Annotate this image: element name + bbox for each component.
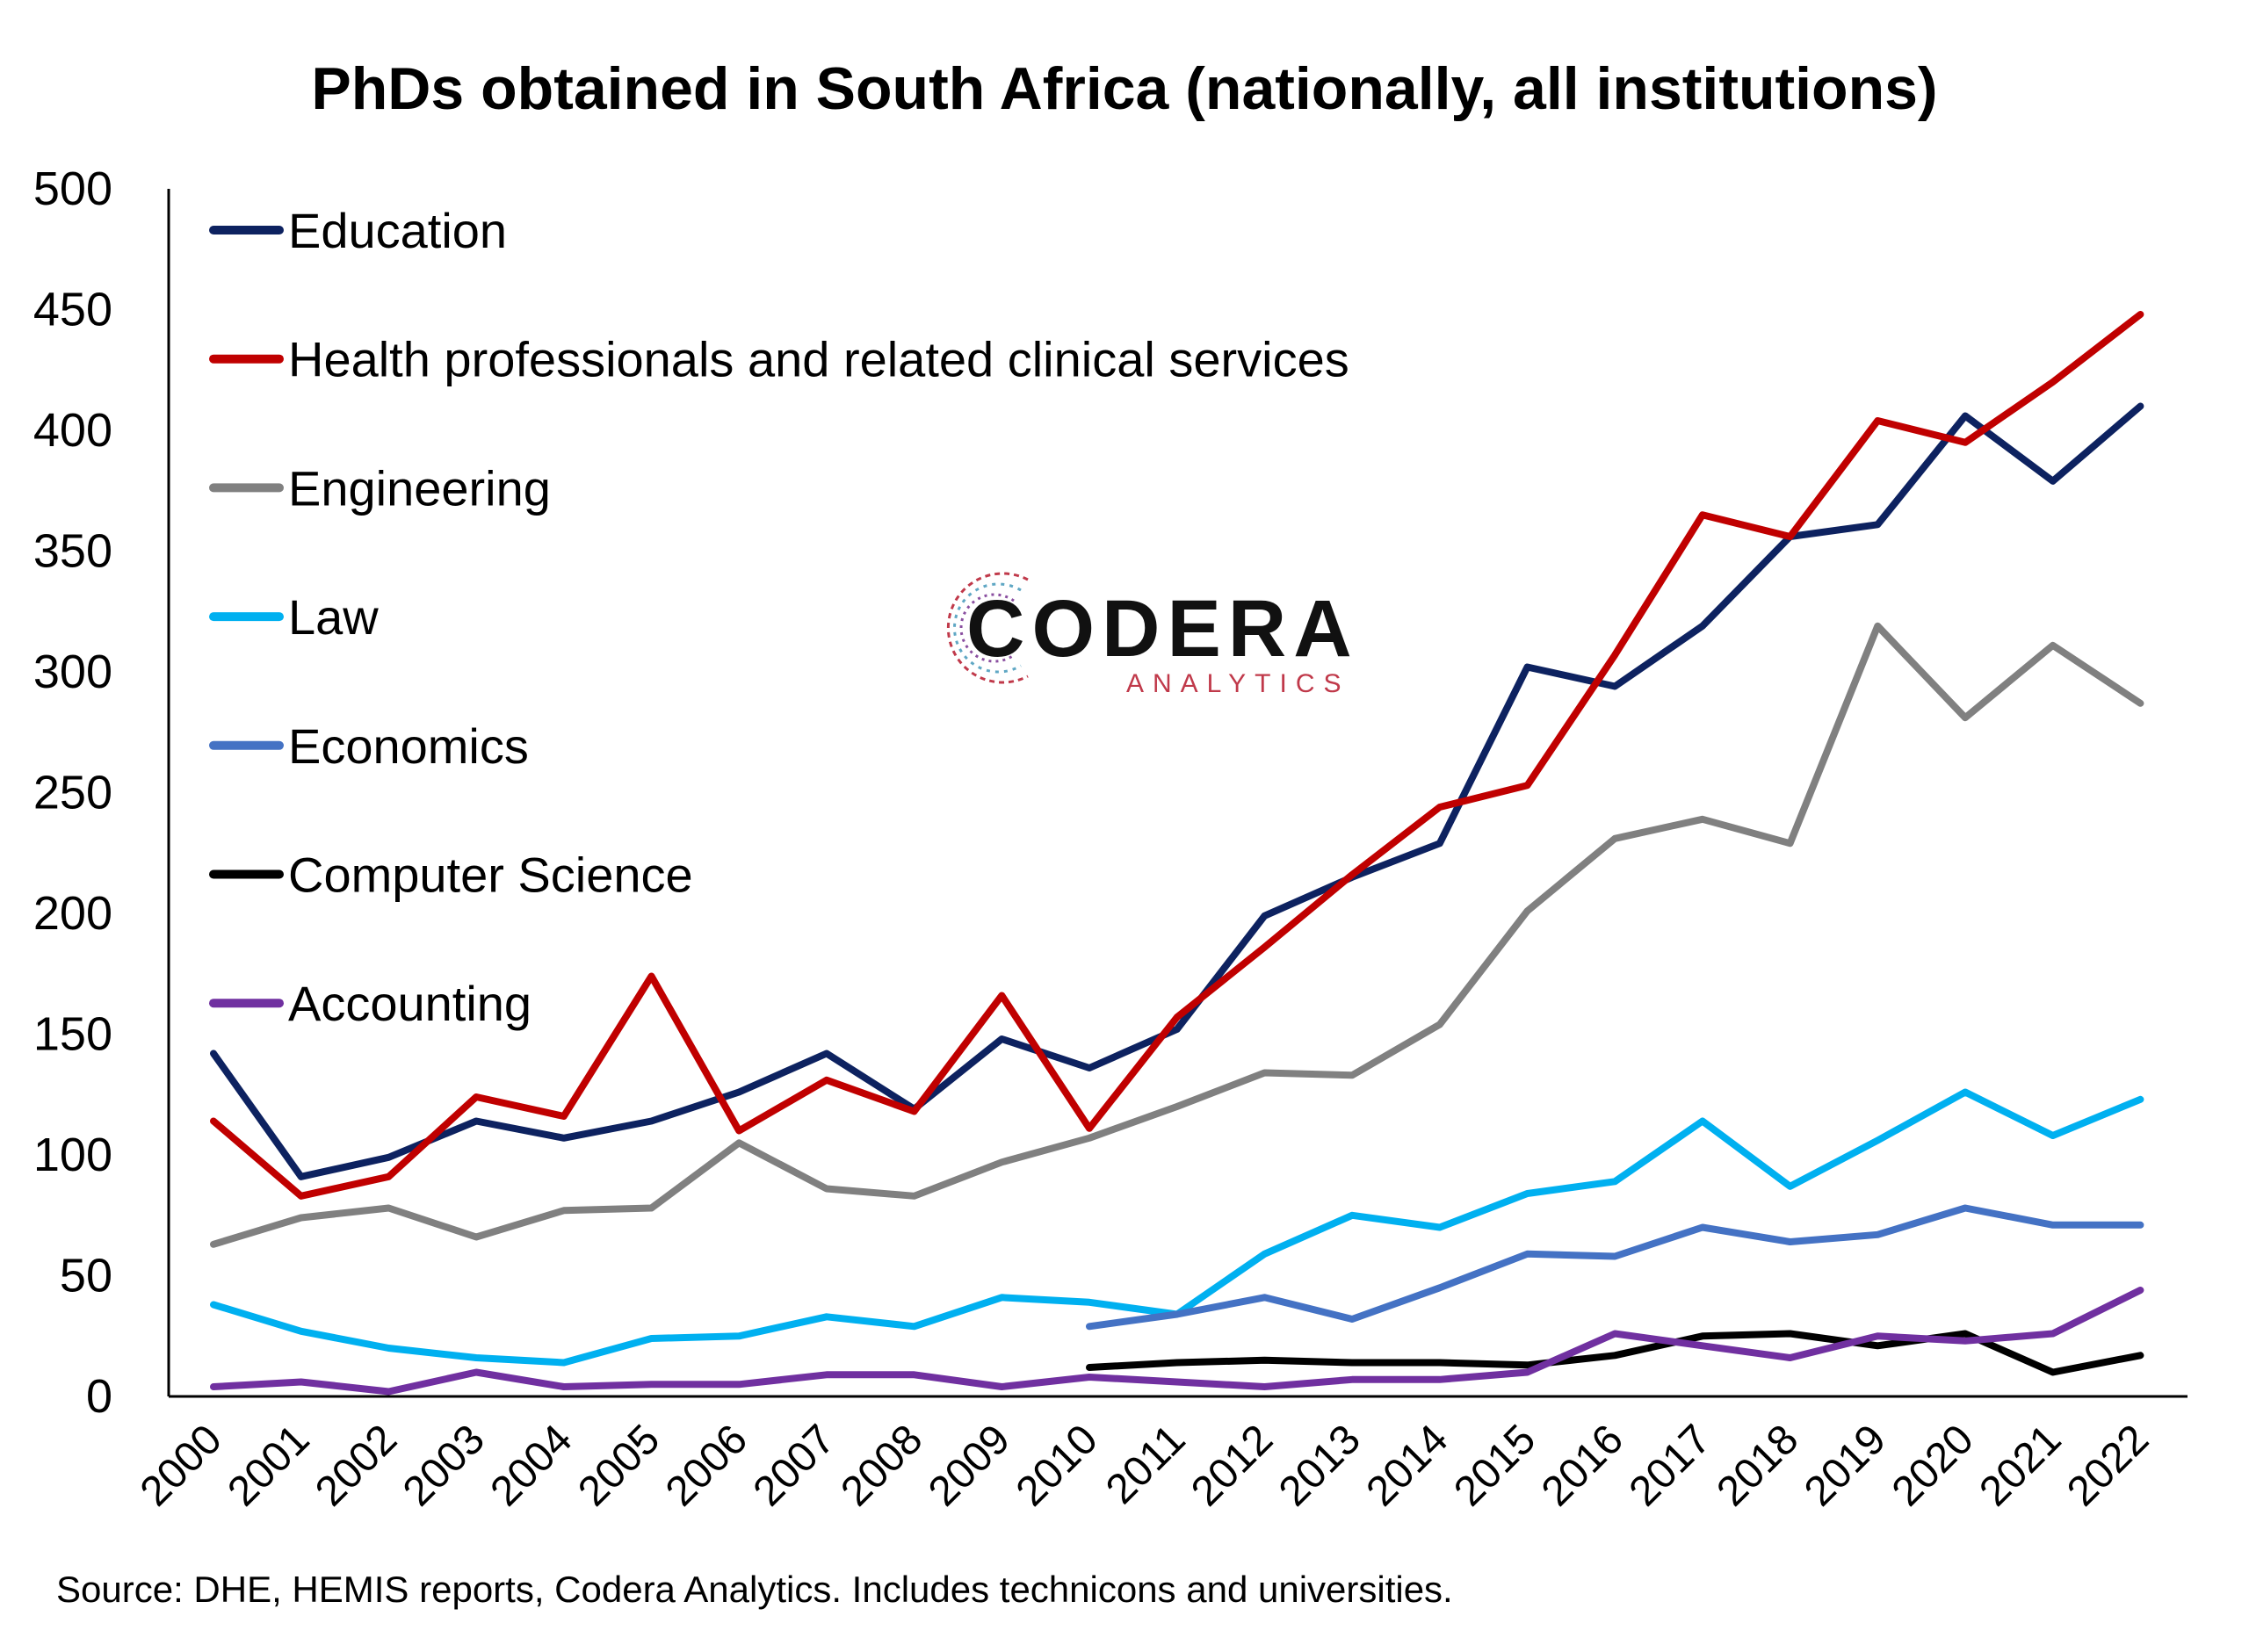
y-tick-label: 500	[33, 162, 112, 215]
legend-label-engineering: Engineering	[288, 460, 551, 516]
x-tick-label: 2011	[1097, 1416, 1194, 1512]
y-tick-label: 200	[33, 887, 112, 940]
legend-label-law: Law	[288, 589, 379, 645]
y-tick-label: 350	[33, 525, 112, 578]
x-tick-label: 2002	[307, 1416, 406, 1515]
x-tick-label: 2000	[132, 1416, 231, 1515]
series-line-education	[210, 402, 2144, 1180]
x-tick-label: 2005	[569, 1416, 669, 1515]
x-tick-label: 2009	[920, 1416, 1019, 1515]
source-note: Source: DHE, HEMIS reports, Codera Analy…	[56, 1569, 1453, 1610]
y-tick-label: 150	[33, 1008, 112, 1061]
axes	[167, 189, 2188, 1398]
series-line-engineering	[210, 622, 2144, 1248]
x-axis-ticks: 2000200120022003200420052006200720082009…	[132, 1416, 2158, 1515]
series-lines	[210, 311, 2144, 1396]
y-tick-label: 400	[33, 404, 112, 457]
x-tick-label: 2008	[832, 1416, 931, 1515]
y-tick-label: 450	[33, 284, 112, 336]
series-line-economics	[1086, 1204, 2144, 1331]
x-tick-label: 2016	[1533, 1416, 1632, 1515]
y-tick-label: 250	[33, 767, 112, 819]
x-tick-label: 2017	[1621, 1416, 1720, 1515]
y-tick-label: 0	[86, 1370, 112, 1423]
legend-label-economics: Economics	[288, 718, 529, 774]
x-tick-label: 2010	[1008, 1416, 1107, 1515]
x-tick-label: 2021	[1971, 1416, 2070, 1515]
legend-label-computer-science: Computer Science	[288, 848, 693, 903]
logo-wordmark: CODERA	[966, 584, 1359, 674]
y-tick-label: 50	[60, 1250, 112, 1302]
y-tick-label: 100	[33, 1129, 112, 1181]
x-tick-label: 2004	[482, 1416, 582, 1515]
legend-label-education: Education	[288, 203, 507, 258]
codera-logo: CODERA ANALYTICS	[931, 562, 1353, 698]
y-axis-ticks: 0 50 100 150 200 250 300 350 400 450 500	[33, 162, 112, 1423]
x-tick-label: 2022	[2058, 1416, 2158, 1515]
x-tick-label: 2018	[1708, 1416, 1807, 1515]
logo-subtitle: ANALYTICS	[1126, 669, 1350, 698]
y-tick-label: 300	[33, 646, 112, 698]
logo-ring-icon	[946, 572, 1029, 684]
series-line-accounting	[210, 1287, 2144, 1396]
x-tick-label: 2003	[394, 1416, 494, 1515]
legend-label-accounting: Accounting	[288, 976, 532, 1031]
legend-label-health-professionals-and-related-clinical-services: Health professionals and related clinica…	[288, 332, 1349, 387]
x-tick-label: 2014	[1358, 1416, 1457, 1515]
x-tick-label: 2012	[1182, 1416, 1282, 1515]
x-tick-label: 2019	[1796, 1416, 1895, 1515]
x-tick-label: 2013	[1270, 1416, 1370, 1515]
x-tick-label: 2001	[219, 1416, 318, 1515]
x-tick-label: 2015	[1445, 1416, 1544, 1515]
x-tick-label: 2020	[1884, 1416, 1983, 1515]
x-tick-label: 2006	[657, 1416, 756, 1515]
x-tick-label: 2007	[745, 1416, 844, 1515]
legend: Education Health professionals and relate…	[209, 203, 1349, 1031]
series-line-health-professionals-and-related-clinical-services	[210, 311, 2144, 1200]
series-line-computer-science	[1086, 1330, 2144, 1376]
chart-title: PhDs obtained in South Africa (nationall…	[311, 55, 1938, 122]
